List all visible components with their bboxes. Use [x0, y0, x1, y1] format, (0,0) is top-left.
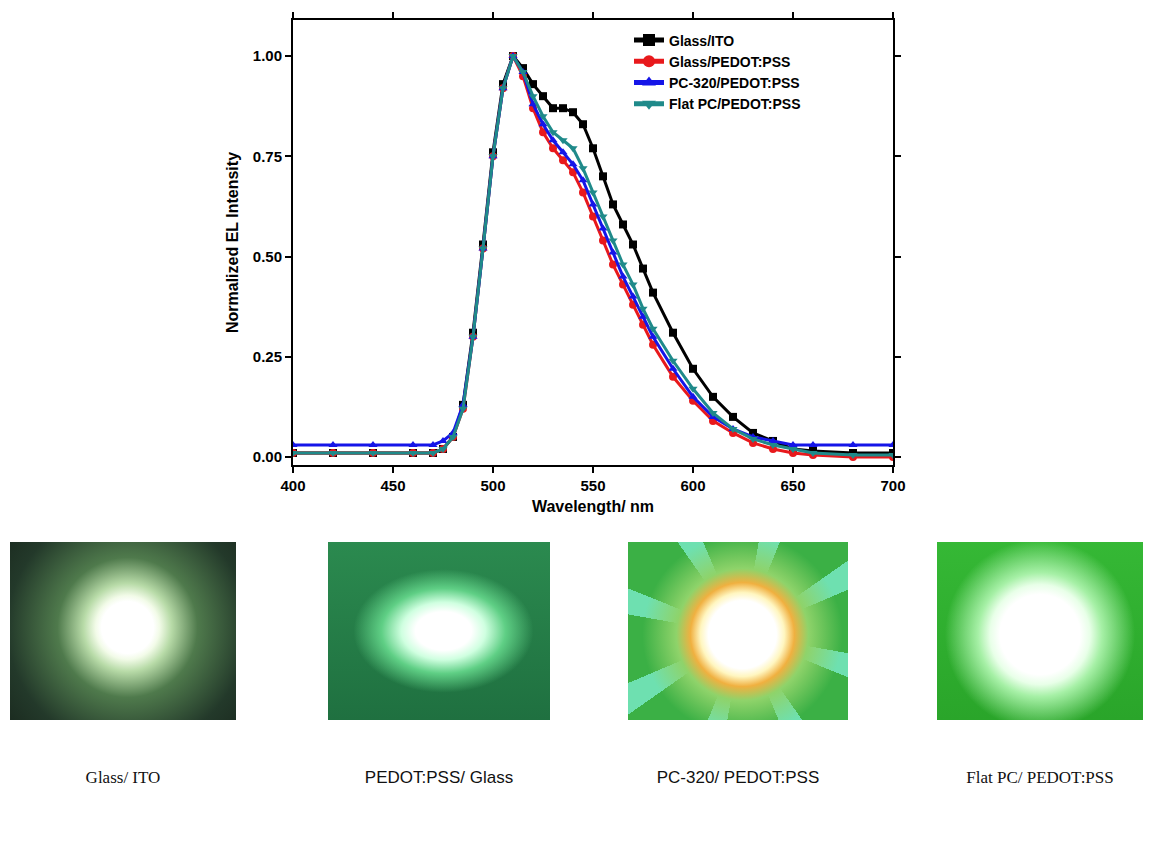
html-text:PC-320/ PEDOT:PSS: PC-320/ PEDOT:PSS: [656, 768, 820, 787]
svg-text:Flat PC/PEDOT:PSS: Flat PC/PEDOT:PSS: [669, 96, 800, 112]
svg-text:500: 500: [480, 477, 505, 494]
svg-text:PC-320/PEDOT:PSS: PC-320/PEDOT:PSS: [669, 75, 800, 91]
html-text:PEDOT:PSS/ Glass: PEDOT:PSS/ Glass: [364, 768, 514, 787]
svg-text:600: 600: [680, 477, 705, 494]
svg-text:400: 400: [280, 477, 305, 494]
svg-text:700: 700: [880, 477, 905, 494]
svg-text:1.00: 1.00: [253, 47, 282, 64]
svg-text:Glass/ITO: Glass/ITO: [669, 33, 734, 49]
svg-text:Glass/PEDOT:PSS: Glass/PEDOT:PSS: [669, 54, 790, 70]
svg-text:0.00: 0.00: [253, 448, 282, 465]
svg-text:550: 550: [580, 477, 605, 494]
html-text:Flat PC/ PEDOT:PSS: Flat PC/ PEDOT:PSS: [966, 768, 1114, 787]
svg-text:0.50: 0.50: [253, 248, 282, 265]
svg-text:0.75: 0.75: [253, 148, 282, 165]
svg-text:Wavelength/ nm: Wavelength/ nm: [532, 498, 654, 515]
html-text:Glass/ ITO: Glass/ ITO: [85, 768, 161, 787]
svg-text:650: 650: [780, 477, 805, 494]
svg-text:0.25: 0.25: [253, 348, 282, 365]
svg-text:Normalized EL Intensity: Normalized EL Intensity: [224, 152, 241, 333]
svg-text:450: 450: [380, 477, 405, 494]
